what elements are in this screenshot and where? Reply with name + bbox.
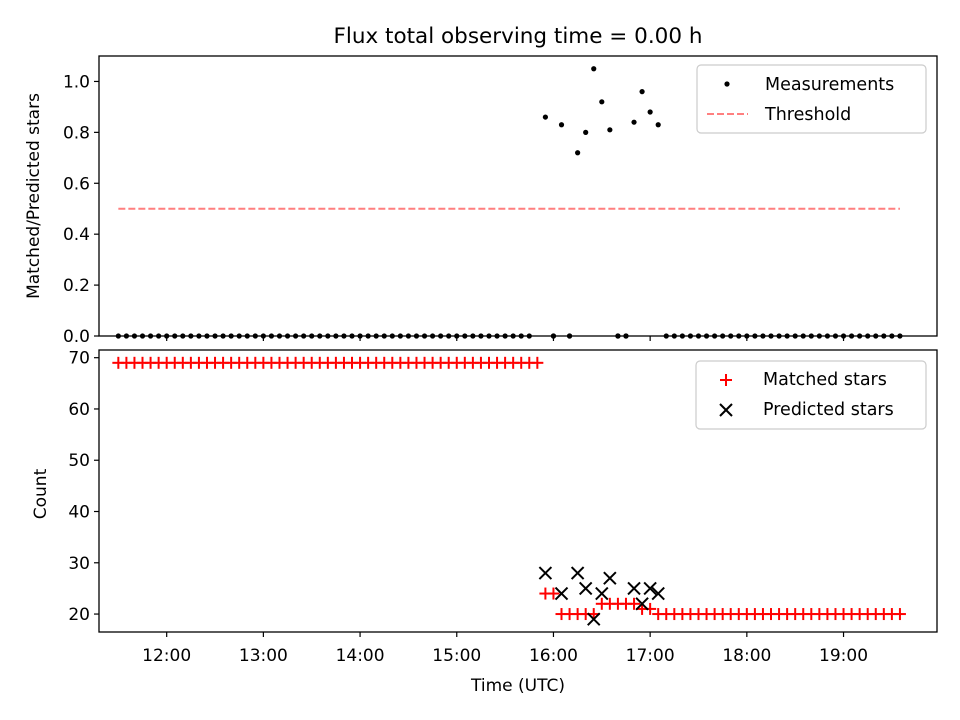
measurement-point xyxy=(599,99,605,105)
legend-predicted-label: Predicted stars xyxy=(763,400,894,420)
top-axes-frame xyxy=(98,55,938,337)
predicted-star-marker xyxy=(578,581,593,596)
predicted-star-marker xyxy=(635,597,649,611)
y-axis-label-count: Count xyxy=(31,468,51,519)
xtick-label: 18:00 xyxy=(722,646,771,666)
ratio-panel: Flux total observing time = 0.00 h Match… xyxy=(24,24,938,347)
measurement-point xyxy=(655,122,661,128)
count-panel: Count Time (UTC) 20 30 40 50 60 70 12:00 13:00 1… xyxy=(31,349,938,696)
xtick-label: 12:00 xyxy=(142,646,191,666)
legend-bottom-frame xyxy=(695,360,927,430)
bottom-ytick-label: 60 xyxy=(68,400,90,420)
xtick-label: 19:00 xyxy=(819,646,868,666)
legend-top: Measurements Threshold xyxy=(696,64,927,134)
chart-title: Flux total observing time = 0.00 h xyxy=(334,24,703,49)
legend-threshold-label: Threshold xyxy=(764,105,851,125)
measurement-point xyxy=(639,89,645,95)
bottom-axes-frame xyxy=(98,349,938,633)
bottom-ytick-label: 40 xyxy=(68,503,90,523)
xtick-label: 14:00 xyxy=(336,646,385,666)
measurement-point xyxy=(631,119,637,125)
top-ytick-label: 0.8 xyxy=(63,123,90,143)
measurement-point xyxy=(647,109,653,115)
measurement-point xyxy=(542,114,548,120)
measurement-point xyxy=(558,122,565,128)
legend-top-frame xyxy=(696,64,927,134)
predicted-star-marker xyxy=(651,586,665,601)
bottom-ytick-label: 70 xyxy=(68,349,90,369)
legend-matched-label: Matched stars xyxy=(763,370,887,390)
predicted-star-marker xyxy=(570,566,585,580)
measurement-point xyxy=(607,127,613,133)
bottom-ytick-label: 20 xyxy=(68,605,90,625)
predicted-star-marker xyxy=(587,612,601,626)
xtick-label: 13:00 xyxy=(239,646,288,666)
xtick-label: 17:00 xyxy=(626,646,675,666)
predicted-star-marker xyxy=(643,581,657,596)
xtick-label: 15:00 xyxy=(432,646,481,666)
top-ytick-label: 1.0 xyxy=(63,72,90,92)
legend-bottom: Matched stars Predicted stars xyxy=(695,360,927,430)
x-axis-label: Time (UTC) xyxy=(470,676,565,696)
top-ytick-label: 0.2 xyxy=(63,276,90,296)
predicted-star-marker xyxy=(603,571,617,585)
top-ytick-label: 0.6 xyxy=(63,174,90,194)
matched-star-marker xyxy=(628,597,641,610)
measurement-point xyxy=(583,129,589,135)
xtick-label: 16:00 xyxy=(529,646,578,666)
predicted-star-marker xyxy=(554,586,569,601)
matched-star-marker xyxy=(547,587,560,600)
legend-measurements-label: Measurements xyxy=(765,75,894,95)
matched-star-marker xyxy=(531,356,544,369)
y-axis-label-ratio: Matched/Predicted stars xyxy=(24,93,44,299)
measurement-point xyxy=(591,66,597,72)
legend-matched-marker xyxy=(720,374,732,386)
bottom-ytick-label: 30 xyxy=(68,554,90,574)
count-plot-area xyxy=(112,356,906,626)
top-ytick-label: 0.0 xyxy=(63,327,90,347)
top-ytick-label: 0.4 xyxy=(63,225,90,245)
legend-predicted-marker xyxy=(719,403,733,417)
measurement-point xyxy=(575,150,581,156)
predicted-star-marker xyxy=(627,581,641,596)
top-axis-ticks: 0.0 0.2 0.4 0.6 0.8 1.0 xyxy=(63,72,845,347)
bottom-ytick-label: 50 xyxy=(68,451,90,471)
matched-star-marker xyxy=(893,608,906,621)
predicted-star-marker xyxy=(595,586,609,601)
bottom-axis-ticks: 20 30 40 50 60 70 12:00 13:00 14:00 15:00 16:00 17:… xyxy=(68,349,868,666)
predicted-star-marker xyxy=(538,566,553,580)
legend-measurements-marker xyxy=(724,81,730,87)
